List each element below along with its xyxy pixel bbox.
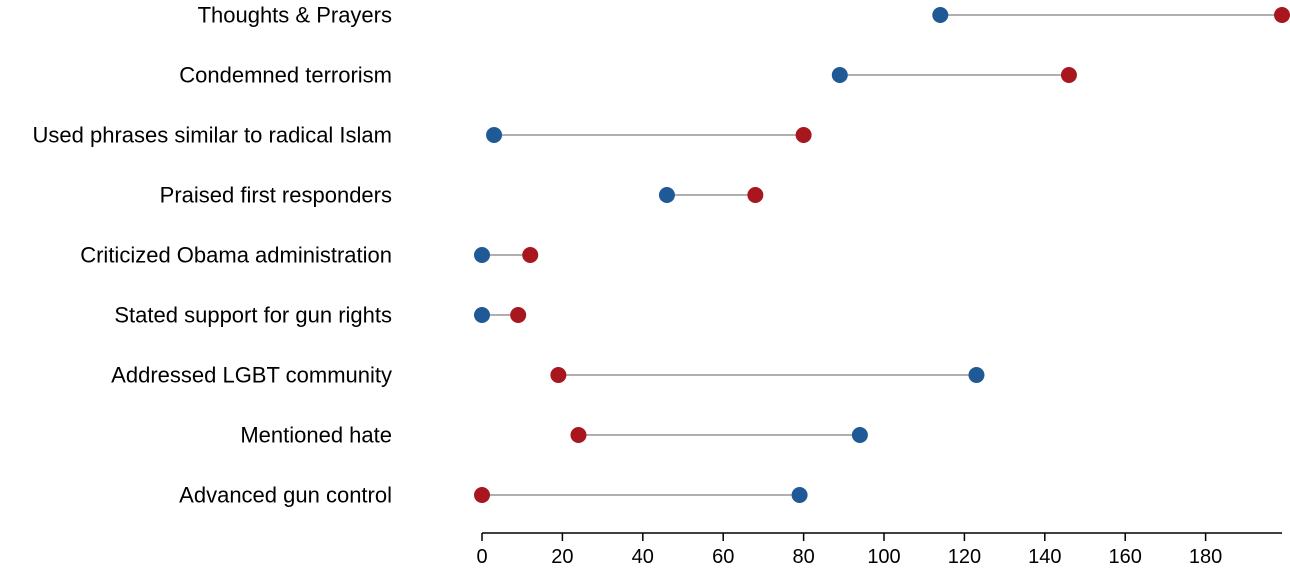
x-tick-label: 40 [632,546,654,568]
category-label: Condemned terrorism [179,63,392,88]
x-tick-label: 80 [792,546,814,568]
blue-dot [831,67,848,83]
red-dot [795,127,812,143]
x-tick-label: 140 [1028,546,1061,568]
chart-row: Advanced gun control [179,483,808,508]
blue-dot [486,127,503,143]
chart-row: Stated support for gun rights [114,303,527,328]
blue-dot [658,187,675,203]
blue-dot [474,247,490,263]
red-dot [1060,67,1077,83]
rows-layer: Thoughts & Prayers Condemned terrorism Use… [33,3,1290,508]
red-dot [550,367,567,383]
x-tick-label: 120 [948,546,981,568]
x-axis: 0 20 40 60 80 100 120 140 160 180 [476,532,1282,568]
chart-row: Mentioned hate [240,423,868,448]
category-label: Used phrases similar to radical Islam [33,123,392,148]
chart-row: Praised first responders [160,183,764,208]
chart-row: Condemned terrorism [179,63,1077,88]
category-label: Addressed LGBT community [111,363,392,388]
x-tick-label: 60 [712,546,734,568]
chart-row: Used phrases similar to radical Islam [33,123,812,148]
category-label: Criticized Obama administration [80,243,392,268]
red-dot [474,487,490,503]
chart-row: Thoughts & Prayers [198,3,1290,28]
blue-dot [474,307,490,323]
red-dot [522,247,539,263]
blue-dot [968,367,985,383]
x-tick-label: 160 [1109,546,1142,568]
red-dot [570,427,587,443]
chart-row: Criticized Obama administration [80,243,539,268]
blue-dot [932,7,949,23]
red-dot [747,187,764,203]
x-tick-label: 180 [1189,546,1222,568]
category-label: Advanced gun control [179,483,392,508]
category-label: Praised first responders [160,183,392,208]
category-label: Stated support for gun rights [114,303,392,328]
x-tick-label: 100 [867,546,900,568]
blue-dot [791,487,808,503]
red-dot [1274,7,1290,23]
red-dot [510,307,527,323]
x-tick-label: 20 [551,546,573,568]
category-label: Thoughts & Prayers [198,3,392,28]
blue-dot [851,427,868,443]
x-tick-label: 0 [476,546,487,568]
category-label: Mentioned hate [240,423,392,448]
chart-row: Addressed LGBT community [111,363,985,388]
